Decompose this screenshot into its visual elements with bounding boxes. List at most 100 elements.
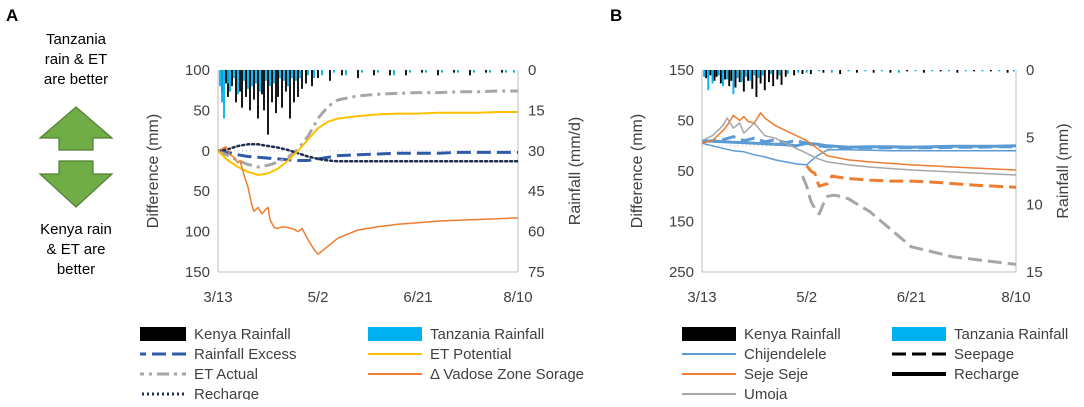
rainfall-bar bbox=[872, 70, 875, 73]
rainfall-bar bbox=[728, 70, 731, 87]
rainfall-bar bbox=[736, 70, 739, 79]
rainfall-bar bbox=[776, 70, 779, 80]
rainfall-bar bbox=[345, 70, 347, 76]
rainfall-bar bbox=[229, 70, 231, 92]
rainfall-bar bbox=[257, 70, 259, 119]
rainfall-bar bbox=[489, 70, 491, 73]
rainfall-bar bbox=[263, 70, 265, 111]
rainfall-bar bbox=[405, 70, 407, 76]
x-tick-label: 5/2 bbox=[796, 289, 817, 306]
legend-swatch bbox=[140, 327, 186, 341]
y2-tick-label: 15 bbox=[1026, 264, 1043, 281]
y-tick-label: 250 bbox=[669, 264, 694, 281]
rainfall-bar bbox=[259, 70, 261, 92]
series-line bbox=[702, 139, 1016, 149]
rainfall-bar bbox=[745, 70, 747, 77]
rainfall-bar bbox=[307, 70, 309, 76]
y-tick-label: 150 bbox=[185, 264, 210, 281]
series-line bbox=[702, 117, 1016, 176]
note-line: Kenya rain bbox=[40, 221, 112, 238]
rainfall-bar bbox=[818, 70, 821, 72]
rainfall-bar bbox=[726, 70, 729, 80]
down-arrow-icon bbox=[38, 160, 114, 208]
note-line: are better bbox=[43, 71, 109, 88]
rainfall-bar bbox=[709, 70, 712, 76]
rainfall-bar bbox=[283, 70, 285, 81]
rainfall-bar bbox=[301, 70, 303, 89]
series-line bbox=[218, 146, 518, 255]
legend-swatch bbox=[892, 327, 946, 341]
rainfall-bar bbox=[738, 70, 741, 83]
legend-label: Seepage bbox=[954, 346, 1014, 363]
rainfall-bar bbox=[275, 70, 277, 114]
legend-label: Recharge bbox=[954, 366, 1019, 383]
rainfall-bar bbox=[247, 70, 249, 89]
up-arrow-icon bbox=[38, 106, 114, 151]
x-tick-label: 6/21 bbox=[403, 289, 432, 306]
y2-tick-label: 45 bbox=[528, 183, 545, 200]
legend-label: ET Potential bbox=[430, 346, 511, 363]
series-line bbox=[702, 112, 1016, 171]
rainfall-bar bbox=[740, 70, 743, 83]
y-tick-label: 50 bbox=[193, 183, 210, 200]
rainfall-bar bbox=[749, 70, 752, 81]
rainfall-bar bbox=[717, 70, 720, 76]
legend-label: Seje Seje bbox=[744, 366, 808, 383]
legend-swatch bbox=[682, 327, 736, 341]
rainfall-bar bbox=[981, 70, 984, 72]
rainfall-bar bbox=[730, 70, 733, 81]
rainfall-bar bbox=[241, 70, 243, 108]
rainfall-bar bbox=[797, 70, 800, 73]
note-line: & ET are bbox=[46, 241, 106, 258]
legend-swatch bbox=[368, 327, 422, 341]
legend-label: Tanzania Rainfall bbox=[430, 326, 544, 343]
x-tick-label: 3/13 bbox=[203, 289, 232, 306]
rainfall-bar bbox=[755, 70, 758, 97]
rainfall-bar bbox=[724, 70, 726, 80]
y2-tick-label: 15 bbox=[528, 102, 545, 119]
rainfall-bar bbox=[245, 70, 247, 97]
panel-b-letter: B bbox=[610, 6, 623, 25]
rainfall-bar bbox=[425, 70, 427, 73]
rainfall-bar bbox=[289, 70, 291, 119]
rainfall-bar bbox=[847, 70, 850, 72]
legend-label: Umoja bbox=[744, 386, 788, 400]
note-line: Tanzania bbox=[45, 31, 107, 48]
rainfall-bar bbox=[768, 70, 770, 83]
rainfall-bar bbox=[822, 70, 825, 73]
rainfall-bar bbox=[721, 70, 724, 87]
rainfall-bar bbox=[437, 70, 439, 76]
rainfall-bar bbox=[393, 70, 395, 76]
rainfall-bar bbox=[751, 70, 754, 89]
rainfall-bar bbox=[719, 70, 722, 84]
series-line bbox=[702, 142, 1016, 166]
rainfall-bar bbox=[281, 70, 283, 108]
rainfall-bar bbox=[1006, 70, 1009, 73]
x-tick-label: 8/10 bbox=[1001, 289, 1030, 306]
rainfall-bar bbox=[227, 70, 229, 84]
rainfall-bar bbox=[441, 70, 443, 73]
rainfall-bar bbox=[759, 70, 762, 84]
rainfall-bar bbox=[219, 70, 221, 87]
rainfall-bar bbox=[293, 70, 295, 103]
rainfall-bar bbox=[715, 70, 718, 77]
series-line bbox=[805, 164, 1016, 189]
legend-label: Δ Vadose Zone Sorage bbox=[430, 366, 584, 383]
rainfall-bar bbox=[377, 70, 379, 73]
rainfall-bar bbox=[772, 70, 775, 87]
legend-label: Kenya Rainfall bbox=[744, 326, 841, 343]
rainfall-bar bbox=[267, 70, 269, 135]
rainfall-bar bbox=[409, 70, 411, 73]
rainfall-bar bbox=[243, 70, 245, 81]
y-tick-label: 150 bbox=[669, 62, 694, 79]
rainfall-bar bbox=[732, 70, 735, 95]
rainfall-bar bbox=[231, 70, 233, 87]
rainfall-bar bbox=[770, 70, 773, 75]
note-line: rain & ET bbox=[44, 51, 108, 68]
rainfall-bar bbox=[239, 70, 241, 92]
rainfall-bar bbox=[277, 70, 279, 97]
panel-a-letter: A bbox=[6, 6, 19, 25]
rainfall-bar bbox=[989, 70, 992, 72]
note-line: better bbox=[56, 261, 96, 278]
rainfall-bar bbox=[273, 70, 275, 84]
